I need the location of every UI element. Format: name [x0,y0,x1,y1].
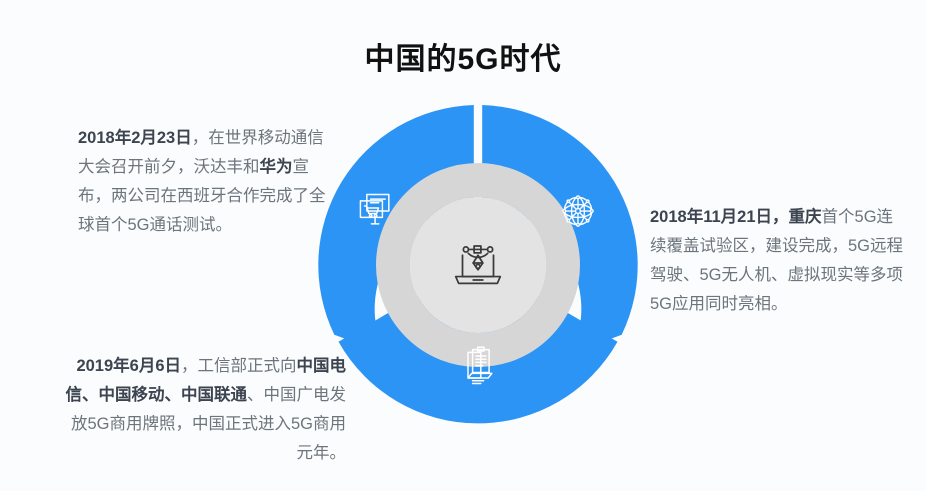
milestone-bottom-left-emphasis-3: 中国联通 [181,386,247,404]
milestone-bottom-left-body-1: ，工信部正式向 [181,357,297,375]
milestone-left-body-1: ，在世界移动通信大会召开前夕，沃达丰和 [78,129,324,176]
donut-chart-svg [318,105,638,424]
donut-center-disc [410,197,546,333]
milestone-bottom-left-sep-2: 、 [164,386,182,404]
milestone-left-emphasis: 华为 [259,158,293,176]
milestone-right-date: 2018年11月21日，重庆 [650,208,822,226]
milestone-bottom-left-emphasis-2: 中国移动 [98,386,165,404]
milestone-text-right: 2018年11月21日，重庆首个5G连续覆盖试验区，建设完成，5G远程驾驶、5G… [650,203,908,319]
donut-diagram [318,105,638,425]
milestone-right-body-1: 首个5G连续覆盖试验区，建设完成，5G远程驾驶、5G无人机、虚拟现实等多项5G应… [650,208,904,313]
milestone-bottom-left-sep-1: 、 [82,386,99,404]
milestone-text-left: 2018年2月23日，在世界移动通信大会召开前夕，沃达丰和华为宣布，两公司在西班… [78,124,330,240]
milestone-text-bottom-left: 2019年6月6日，工信部正式向中国电信、中国移动、中国联通、中国广电发放5G商… [60,352,347,468]
page-title: 中国的5G时代 [364,43,562,76]
milestone-bottom-left-body-2: 、中国广电发放5G商用牌照，中国正式进入5G商用元年。 [70,386,346,462]
milestone-bottom-left-emphasis-1: 中国电信 [65,357,347,404]
milestone-bottom-left-date: 2019年6月6日 [76,357,181,375]
milestone-left-body-2: 宣布，两公司在西班牙合作完成了全球首个5G通话测试。 [78,158,326,234]
milestone-left-date: 2018年2月23日 [78,129,192,147]
